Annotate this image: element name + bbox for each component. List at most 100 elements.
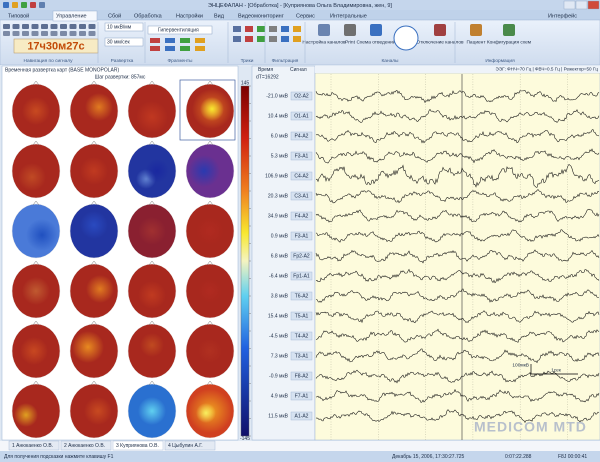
channel-label[interactable]: C3-A1 — [294, 193, 308, 199]
patient-tab[interactable] — [8, 440, 60, 451]
nav-button[interactable] — [88, 24, 96, 29]
nav-button[interactable] — [88, 31, 96, 36]
quick-icon[interactable] — [3, 2, 9, 8]
channel-label-box[interactable] — [290, 251, 313, 261]
channel-label-box[interactable] — [290, 291, 313, 301]
patient-tab[interactable] — [112, 440, 164, 451]
nav-button[interactable] — [22, 24, 29, 29]
button-icon[interactable] — [318, 24, 330, 36]
ribbon-button[interactable]: Настройка каналов — [302, 38, 346, 45]
ribbon-tab[interactable]: Типовой — [8, 12, 29, 19]
nav-button[interactable] — [12, 24, 20, 29]
button-icon[interactable] — [344, 24, 356, 36]
button-icon[interactable] — [434, 24, 446, 36]
ribbon-button[interactable]: Отключение каналов — [416, 39, 464, 45]
tool-icon[interactable] — [293, 36, 301, 42]
patient-tab[interactable] — [164, 440, 216, 451]
nav-button[interactable] — [3, 31, 10, 36]
nav-button[interactable] — [12, 31, 20, 36]
interface-menu[interactable]: Интерфейс — [548, 12, 577, 19]
button-icon[interactable] — [470, 24, 482, 36]
channel-label-box[interactable] — [290, 191, 313, 201]
channel-label-box[interactable] — [290, 231, 313, 241]
channel-label[interactable]: T6-A2 — [295, 293, 309, 299]
tool-icon[interactable] — [281, 36, 289, 42]
nav-button[interactable] — [50, 24, 58, 29]
ribbon-tab[interactable]: Сбой — [108, 12, 121, 19]
button-icon[interactable] — [370, 24, 382, 36]
channel-label-box[interactable] — [290, 171, 313, 181]
window-control[interactable] — [563, 0, 576, 10]
nav-button[interactable] — [69, 31, 77, 36]
nav-button[interactable] — [79, 24, 86, 29]
ribbon-button[interactable]: Пациент — [466, 39, 486, 45]
tool-icon[interactable] — [180, 38, 190, 43]
channel-label[interactable]: P4-A2 — [295, 133, 309, 139]
channel-label-box[interactable] — [290, 211, 313, 221]
quick-icon[interactable] — [39, 2, 45, 8]
window-control[interactable] — [575, 0, 588, 10]
channel-label-box[interactable] — [290, 111, 313, 121]
channel-label-box[interactable] — [290, 351, 313, 361]
tool-icon[interactable] — [293, 26, 301, 32]
channel-label[interactable]: O1-A1 — [294, 113, 309, 119]
quick-icon[interactable] — [30, 2, 36, 8]
scheme-head-icon[interactable] — [393, 25, 419, 51]
channel-label-box[interactable] — [290, 391, 313, 401]
tool-icon[interactable] — [165, 46, 175, 51]
ribbon-tab[interactable]: Интегральные — [330, 13, 367, 19]
tool-icon[interactable] — [281, 26, 289, 32]
channel-label[interactable]: F3-A1 — [295, 153, 309, 159]
tool-icon[interactable] — [257, 36, 265, 42]
combo-box[interactable] — [104, 22, 144, 32]
channel-label[interactable]: F4-A2 — [295, 213, 309, 219]
channel-label[interactable]: A1-A2 — [295, 413, 309, 419]
channel-label[interactable]: Fp1-A1 — [293, 273, 310, 279]
tool-icon[interactable] — [195, 38, 205, 43]
tool-icon[interactable] — [269, 36, 277, 42]
tool-icon[interactable] — [245, 26, 253, 32]
tool-icon[interactable] — [257, 26, 265, 32]
tool-icon[interactable] — [233, 36, 241, 42]
tool-icon[interactable] — [245, 36, 253, 42]
channel-label[interactable]: T4-A2 — [295, 333, 309, 339]
combo-box[interactable] — [104, 37, 144, 47]
ribbon-tab[interactable]: Обработка — [134, 13, 163, 19]
tool-icon[interactable] — [269, 26, 277, 32]
nav-button[interactable] — [22, 31, 29, 36]
channel-label-box[interactable] — [290, 411, 313, 421]
channel-label[interactable]: T3-A1 — [295, 353, 309, 359]
nav-button[interactable] — [50, 31, 58, 36]
channel-label-box[interactable] — [290, 271, 313, 281]
ribbon-tab[interactable]: Вид — [214, 13, 225, 19]
patient-tab[interactable] — [60, 440, 112, 451]
tool-icon[interactable] — [150, 38, 160, 43]
quick-icon[interactable] — [12, 2, 18, 8]
tool-icon[interactable] — [180, 46, 190, 51]
ribbon-tab[interactable]: Сервис — [296, 13, 315, 19]
tool-icon[interactable] — [150, 46, 160, 51]
tool-icon[interactable] — [195, 46, 205, 51]
quick-icon[interactable] — [21, 2, 27, 8]
nav-button[interactable] — [79, 31, 86, 36]
nav-button[interactable] — [41, 31, 48, 36]
ribbon-tab[interactable]: Настройки — [176, 12, 203, 19]
ribbon-button[interactable]: Конфигурация схем — [487, 39, 531, 45]
nav-button[interactable] — [3, 24, 10, 29]
channel-label[interactable]: F7-A1 — [295, 393, 309, 399]
channel-label[interactable]: F8-A2 — [295, 373, 309, 379]
nav-button[interactable] — [41, 24, 48, 29]
channel-label[interactable]: T5-A1 — [295, 313, 309, 319]
patient-tab-label[interactable]: 2 Анюкаенко О.В. — [64, 443, 105, 449]
ribbon-tab[interactable]: Видеомониторинг — [238, 13, 284, 19]
channel-label[interactable]: Fp2-A2 — [293, 253, 310, 259]
patient-tab-label[interactable]: 3 Куприянова О.В. — [116, 443, 159, 449]
nav-button[interactable] — [31, 24, 39, 29]
channel-label-box[interactable] — [290, 91, 313, 101]
channel-label[interactable]: C4-A2 — [294, 173, 308, 179]
channel-label[interactable]: O2-A2 — [294, 93, 309, 99]
channel-label-box[interactable] — [290, 151, 313, 161]
nav-button[interactable] — [60, 24, 67, 29]
ribbon-button[interactable]: Print — [345, 39, 356, 45]
patient-tab-label[interactable]: 1 Анюкаенко О.В. — [12, 443, 53, 449]
